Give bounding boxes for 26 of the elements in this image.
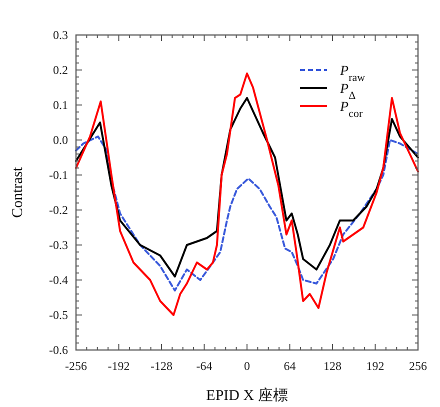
y-tick-label: -0.1 — [49, 168, 68, 182]
legend-label: P$_{raw}$ — [339, 64, 366, 84]
line-series — [75, 136, 419, 292]
y-tick-label: -0.2 — [49, 203, 68, 217]
x-tick-label: -64 — [196, 359, 212, 373]
y-axis-title: Contrast — [10, 166, 26, 218]
x-axis-title: EPID X 座標 — [206, 387, 288, 404]
x-tick-label: -256 — [65, 359, 87, 373]
y-tick-label: -0.6 — [49, 343, 68, 357]
y-tick-label: -0.5 — [49, 308, 68, 322]
x-tick-label: 128 — [324, 359, 342, 373]
x-tick-label: 192 — [366, 359, 384, 373]
x-tick-label: 64 — [284, 359, 296, 373]
y-tick-label: 0.3 — [53, 28, 68, 42]
legend-label: P$_{Δ}$ — [339, 82, 356, 102]
y-tick-label: 0.2 — [53, 63, 68, 77]
x-tick-label: -128 — [150, 359, 172, 373]
legend-label: P$_{cor}$ — [339, 100, 363, 120]
x-tick-label: 256 — [409, 359, 427, 373]
y-tick-label: 0.0 — [53, 133, 68, 147]
y-tick-label: 0.1 — [53, 98, 68, 112]
line-series — [75, 97, 419, 278]
y-tick-label: -0.4 — [49, 273, 68, 287]
x-tick-label: -192 — [108, 359, 130, 373]
y-tick-label: -0.3 — [49, 238, 68, 252]
x-tick-label: 0 — [244, 359, 250, 373]
